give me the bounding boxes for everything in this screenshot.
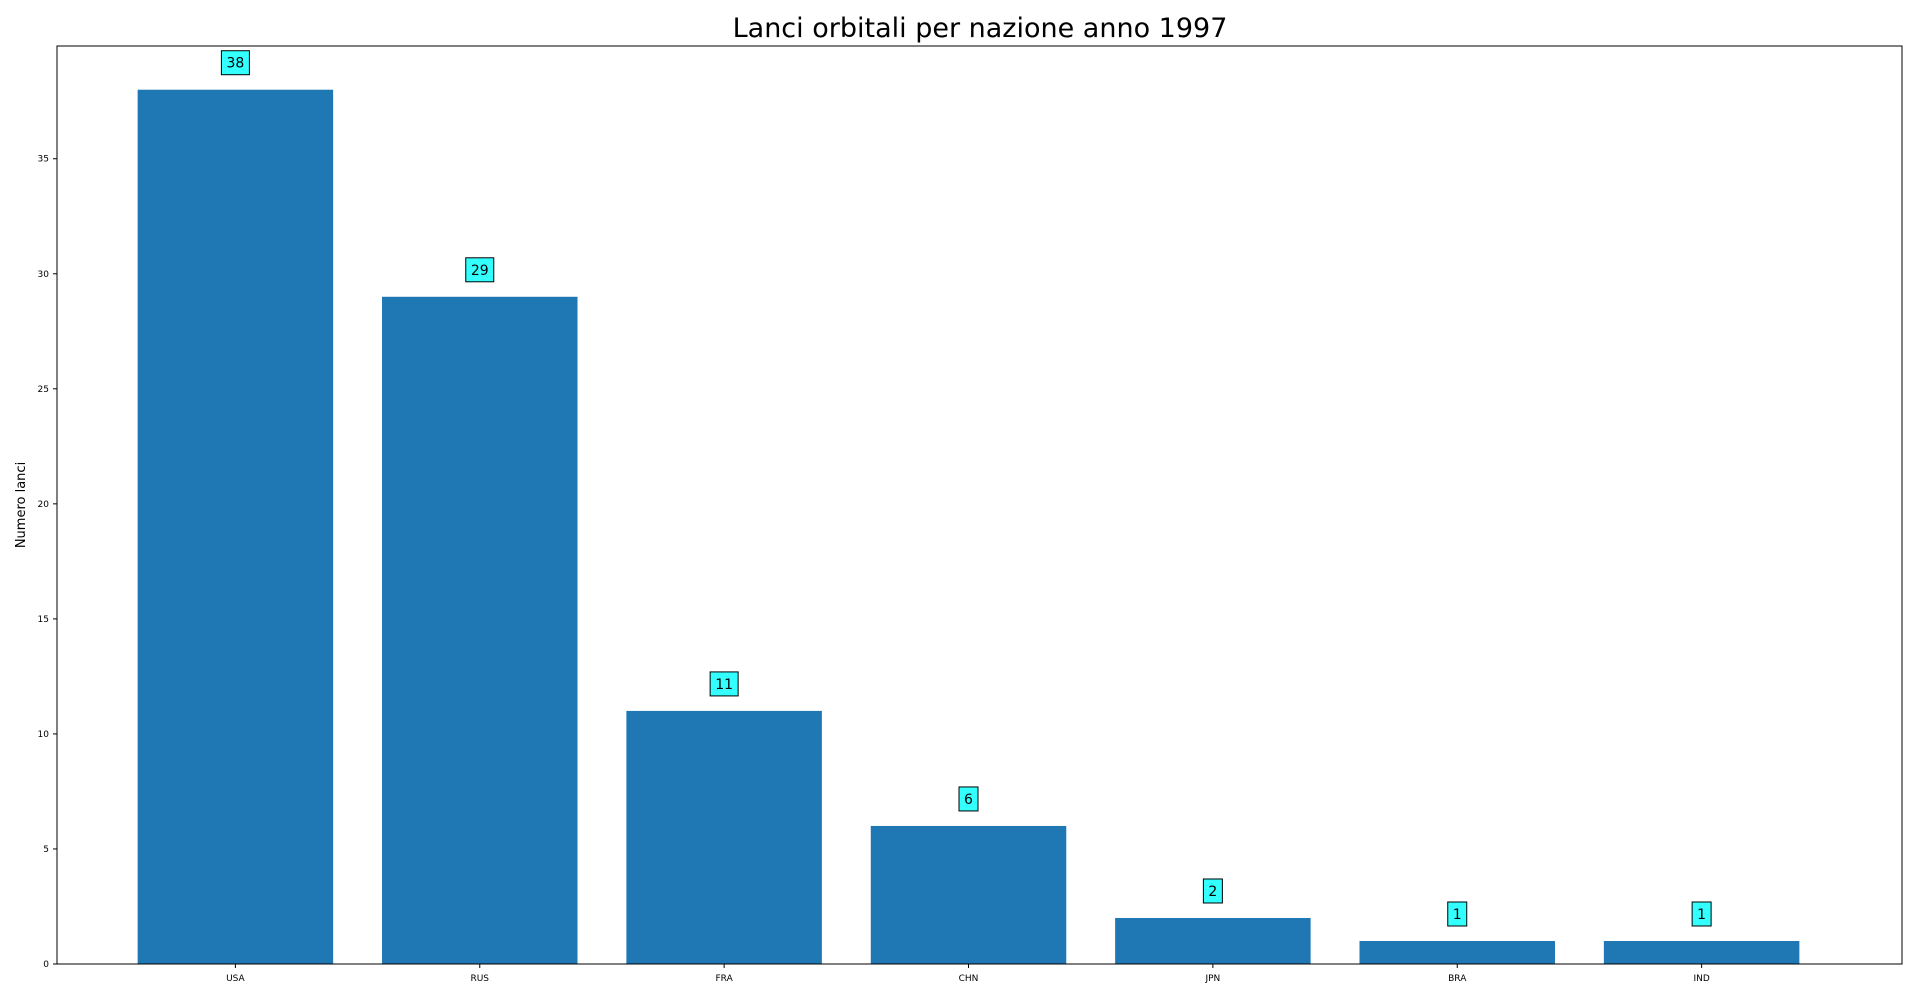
bar-ind	[1603, 940, 1800, 964]
y-tick-label: 10	[38, 730, 50, 740]
x-tick-label: FRA	[716, 974, 734, 984]
bar-chn	[870, 825, 1067, 964]
x-tick-label: USA	[226, 974, 245, 984]
data-label: 1	[1453, 907, 1462, 923]
chart-title: Lanci orbitali per nazione anno 1997	[733, 13, 1228, 44]
data-label: 11	[715, 677, 733, 693]
x-tick-label: CHN	[959, 974, 979, 984]
x-tick-label: IND	[1693, 974, 1709, 984]
data-label-box	[220, 50, 250, 76]
y-axis-label: Numero lanci	[14, 462, 29, 548]
y-tick-label: 25	[38, 385, 49, 395]
plot-frame	[56, 45, 1903, 965]
data-label: 38	[226, 56, 244, 72]
x-tick-label: RUS	[470, 974, 489, 984]
bar-rus	[382, 296, 578, 964]
y-tick-label: 35	[38, 155, 49, 165]
bar-usa	[137, 89, 334, 964]
data-label-box	[465, 257, 495, 283]
data-label: 6	[964, 792, 973, 808]
bar-bra	[1359, 940, 1555, 964]
bar-jpn	[1115, 917, 1311, 964]
x-tick-label: JPN	[1204, 974, 1220, 984]
plot-area: USA38RUS29FRA11CHN6JPN2BRA1IND1051015202…	[38, 45, 1903, 984]
y-tick-label: 5	[43, 845, 49, 855]
bar-fra	[626, 710, 822, 964]
data-label: 29	[471, 263, 489, 279]
y-tick-label: 20	[38, 500, 50, 510]
y-tick-label: 30	[38, 270, 50, 280]
y-tick-label: 15	[38, 615, 49, 625]
data-label-box	[958, 786, 979, 812]
data-label-box	[1691, 901, 1712, 927]
x-tick-label: BRA	[1448, 974, 1467, 984]
y-tick-label: 0	[43, 960, 49, 970]
data-label: 1	[1697, 907, 1706, 923]
data-label-box	[709, 671, 739, 697]
data-label-box	[1202, 878, 1223, 904]
data-label-box	[1447, 901, 1468, 927]
data-label: 2	[1208, 884, 1217, 900]
